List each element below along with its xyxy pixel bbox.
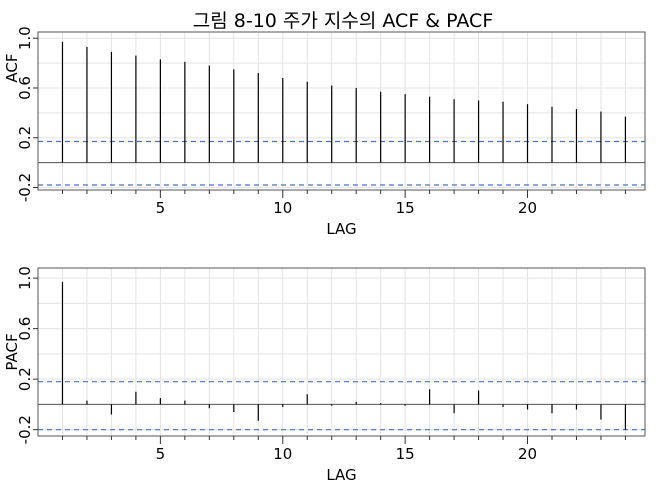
pacf-ytick-label: -0.2 — [16, 415, 34, 444]
pacf-ytick-label: 1.0 — [16, 266, 34, 290]
pacf-plot-frame — [37, 267, 646, 437]
acf-ytick-label: 0.2 — [16, 126, 34, 150]
pacf-yaxis-label: PACF — [3, 333, 21, 370]
acf-xtick-label: 5 — [156, 199, 166, 217]
acf-ytick-label: -0.2 — [16, 173, 34, 202]
pacf-xtick-label: 5 — [156, 445, 166, 463]
pacf-xtick-label: 10 — [273, 445, 292, 463]
acf-xtick-label: 20 — [518, 199, 537, 217]
pacf-xtick-label: 20 — [518, 445, 537, 463]
acf-xaxis-label: LAG — [326, 220, 356, 238]
acf-ytick-label: 0.6 — [16, 76, 34, 100]
acf-xtick-label: 10 — [273, 199, 292, 217]
pacf-ytick-label: 0.6 — [16, 317, 34, 341]
pacf-xtick-label: 15 — [396, 445, 415, 463]
acf-ytick-label: 1.0 — [16, 26, 34, 50]
acf-panel: 5 10 15 20 -0.2 0.2 0.6 1.0 LAG ACF — [3, 26, 646, 238]
pacf-panel: 5 10 15 20 -0.2 0.2 0.6 1.0 LAG PACF — [3, 266, 646, 484]
acf-xtick-label: 15 — [396, 199, 415, 217]
pacf-ytick-label: 0.2 — [16, 367, 34, 391]
figure-title: 그림 8-10 주가 지수의 ACF & PACF — [193, 10, 494, 32]
acf-yaxis-label: ACF — [3, 53, 21, 82]
pacf-xaxis-label: LAG — [326, 466, 356, 484]
acf-plot-frame — [37, 31, 646, 191]
